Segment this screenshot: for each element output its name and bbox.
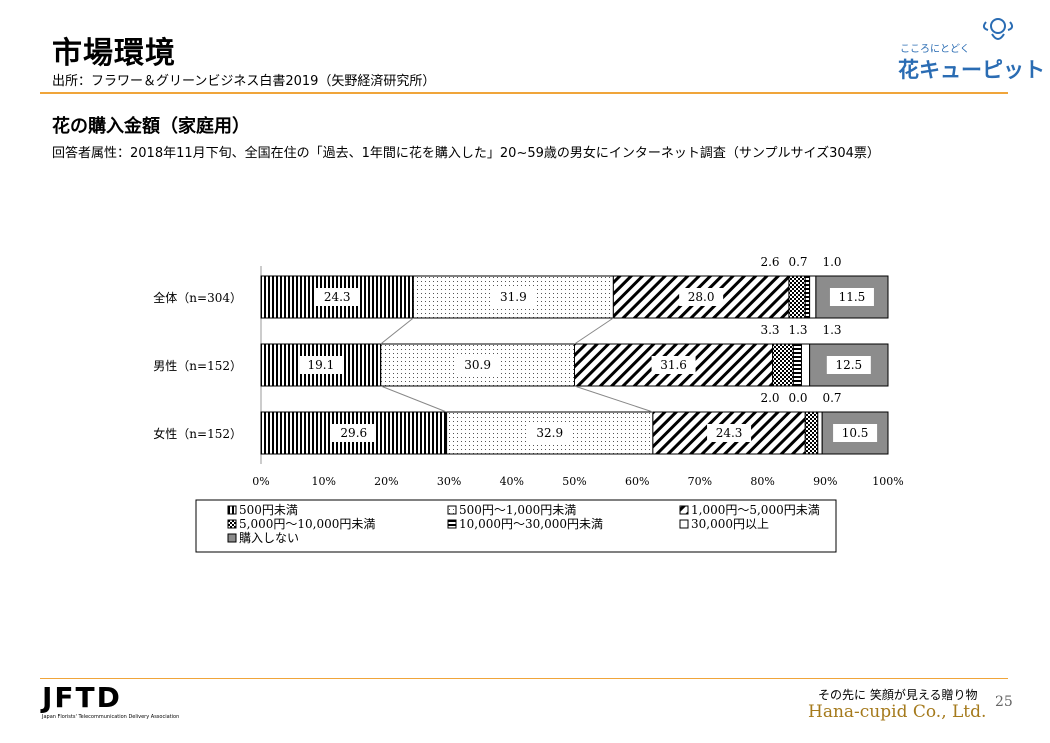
- bar-segment: [800, 343, 811, 387]
- data-label: 0.7: [822, 391, 841, 405]
- x-tick-label: 40%: [500, 475, 524, 488]
- legend-label: 1,000円～5,000円未満: [691, 503, 820, 517]
- footer-slogan: その先に 笑顔が見える贈り物: [818, 688, 978, 702]
- data-label: 1.3: [822, 323, 841, 337]
- logo-tagline: こころにとどく: [900, 44, 970, 55]
- data-label: 30.9: [464, 358, 491, 372]
- bar-segment: [809, 275, 817, 319]
- legend-label: 5,000円～10,000円未満: [239, 517, 375, 531]
- legend-label: 500円未満: [239, 503, 298, 517]
- jftd-mark: JFTD: [42, 681, 122, 714]
- data-label: 2.0: [760, 391, 779, 405]
- series-connector: [380, 385, 447, 413]
- legend-label: 500円～1,000円未満: [459, 503, 576, 517]
- x-tick-label: 50%: [562, 475, 586, 488]
- data-label: 10.5: [842, 426, 869, 440]
- legend-box: [195, 499, 837, 553]
- data-label: 19.1: [308, 358, 335, 372]
- cupid-icon: [982, 18, 1014, 40]
- page-number: 25: [995, 694, 1013, 710]
- category-label: 全体（n=304）: [153, 290, 242, 305]
- legend-swatch: [679, 519, 689, 529]
- category-label: 女性（n=152）: [153, 426, 242, 441]
- series-connector: [574, 385, 654, 413]
- series-connector: [574, 317, 614, 345]
- bar-segment: [772, 343, 794, 387]
- data-label-bg: [833, 424, 878, 442]
- jftd-logo: JFTD Japan Florists' Telecommunication D…: [42, 681, 180, 721]
- bar-segment: [804, 275, 811, 319]
- x-tick-label: 20%: [374, 475, 398, 488]
- legend-swatch: [227, 505, 237, 515]
- x-tick-label: 60%: [625, 475, 649, 488]
- legend-swatch: [227, 519, 237, 529]
- data-label-bg: [455, 356, 500, 374]
- legend-swatch: [227, 533, 237, 543]
- data-label: 32.9: [536, 426, 563, 440]
- x-tick-label: 70%: [688, 475, 712, 488]
- logo-name: 花キューピット: [898, 58, 1045, 82]
- bar-segment: [788, 275, 806, 319]
- data-label-bg: [331, 424, 376, 442]
- data-label-bg: [826, 356, 871, 374]
- x-tick-label: 10%: [311, 475, 335, 488]
- survey-description: 回答者属性：2018年11月下旬、全国在住の「過去、1年間に花を購入した」20~…: [52, 146, 880, 161]
- series-connector: [380, 317, 414, 345]
- jftd-org-name: Japan Florists' Telecommunication Delive…: [42, 714, 180, 720]
- footer-company: Hana-cupid Co., Ltd.: [808, 702, 987, 722]
- data-label-bg: [298, 356, 343, 374]
- data-label-bg: [679, 288, 724, 306]
- x-tick-label: 90%: [813, 475, 837, 488]
- brand-logo: こころにとどく 花キューピット: [898, 18, 1045, 88]
- legend-swatch: [447, 519, 457, 529]
- data-label-bg: [315, 288, 360, 306]
- data-label: 24.3: [716, 426, 743, 440]
- data-label: 12.5: [835, 358, 862, 372]
- data-label-bg: [527, 424, 572, 442]
- category-label: 男性（n=152）: [153, 359, 242, 373]
- legend-label: 購入しない: [239, 531, 299, 545]
- data-label: 1.0: [822, 255, 841, 269]
- data-label: 24.3: [324, 290, 351, 304]
- legend-label: 30,000円以上: [691, 517, 769, 531]
- data-label-bg: [829, 288, 874, 306]
- data-label: 31.9: [500, 290, 527, 304]
- legend-swatch: [447, 505, 457, 515]
- data-label: 0.7: [788, 255, 807, 269]
- data-label: 29.6: [340, 426, 367, 440]
- bar-segment: [792, 343, 802, 387]
- x-tick-label: 30%: [437, 475, 461, 488]
- source-note: 出所：フラワー＆グリーンビジネス白書2019（矢野経済研究所）: [52, 74, 436, 89]
- data-label-bg: [491, 288, 536, 306]
- section-subtitle: 花の購入金額（家庭用）: [52, 116, 250, 137]
- data-label: 28.0: [688, 290, 715, 304]
- data-label: 0.0: [788, 391, 807, 405]
- data-label: 2.6: [760, 255, 779, 269]
- legend-swatch: [679, 505, 689, 515]
- data-label: 11.5: [839, 290, 866, 304]
- data-label-bg: [651, 356, 696, 374]
- data-label: 1.3: [788, 323, 807, 337]
- data-label: 31.6: [660, 358, 687, 372]
- footer-divider: [40, 678, 1008, 679]
- stacked-bar-chart: 全体（n=304） 24.3 31.9 28.0 11.5 2.6 0.7 1.0 男性（n=1…: [153, 255, 904, 553]
- x-tick-label: 80%: [750, 475, 774, 488]
- page-title: 市場環境: [52, 36, 176, 71]
- bar-segment: [817, 411, 823, 455]
- x-tick-label: 100%: [872, 475, 903, 488]
- bar-segment: [804, 411, 819, 455]
- x-tick-label: 0%: [252, 475, 269, 488]
- data-label-bg: [707, 424, 752, 442]
- data-label: 3.3: [760, 323, 779, 337]
- legend-label: 10,000円～30,000円未満: [459, 517, 603, 531]
- header-divider: [40, 92, 1008, 94]
